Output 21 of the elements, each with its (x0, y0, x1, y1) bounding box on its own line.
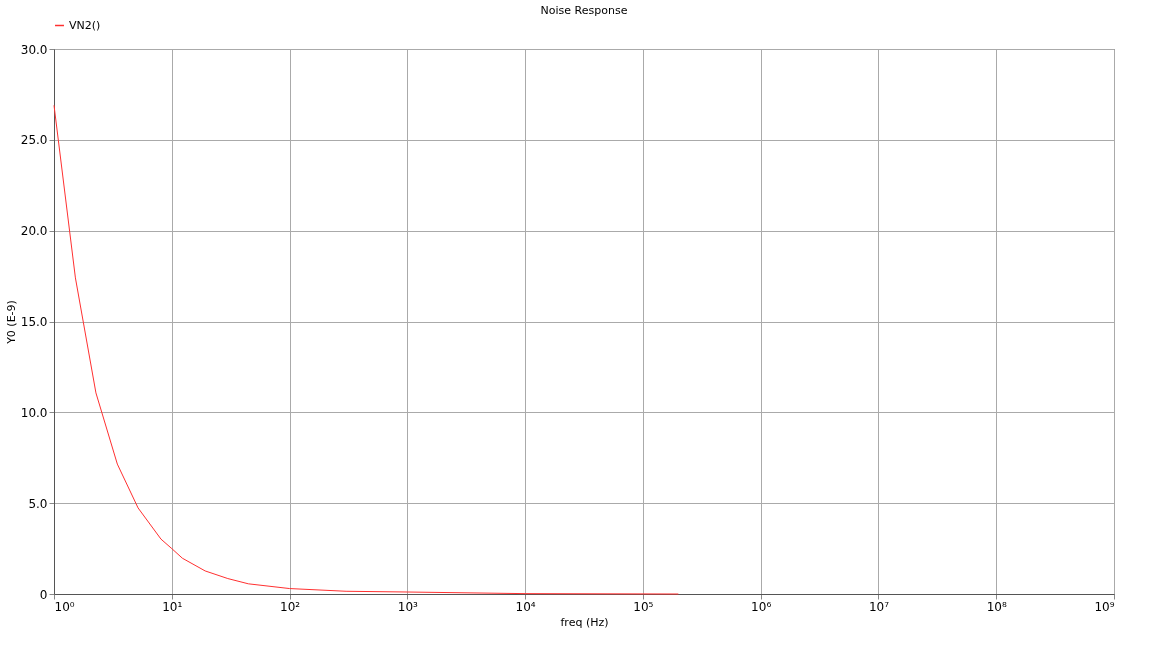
x-tick-label: 10³ (397, 599, 419, 614)
x-tick-label: 10⁹ (1094, 599, 1115, 614)
x-tick-label: 10⁶ (751, 599, 772, 614)
y-tick-label: 5.0 (28, 496, 48, 511)
x-tick-label: 10⁸ (986, 599, 1007, 614)
x-tick-label: 10⁴ (515, 599, 536, 614)
y-tick-label: 0 (39, 587, 48, 602)
y-tick-label: 20.0 (20, 224, 48, 239)
x-tick-label: 10⁷ (868, 599, 890, 614)
y-tick-label: 25.0 (20, 133, 48, 148)
legend-label: VN2() (69, 18, 101, 32)
x-tick-label: 10¹ (162, 599, 183, 614)
chart-title: Noise Response (540, 4, 628, 17)
x-axis-title: freq (Hz) (560, 615, 609, 629)
y-axis-title: Y0 (E-9) (4, 300, 18, 345)
y-tick-label: 10.0 (20, 405, 48, 420)
y-tick-label: 15.0 (20, 315, 48, 329)
x-tick-label: 10⁰ (54, 599, 75, 614)
x-tick-label: 10² (280, 599, 301, 614)
x-tick-label: 10⁵ (633, 599, 654, 614)
y-tick-label: 30.0 (20, 42, 48, 57)
